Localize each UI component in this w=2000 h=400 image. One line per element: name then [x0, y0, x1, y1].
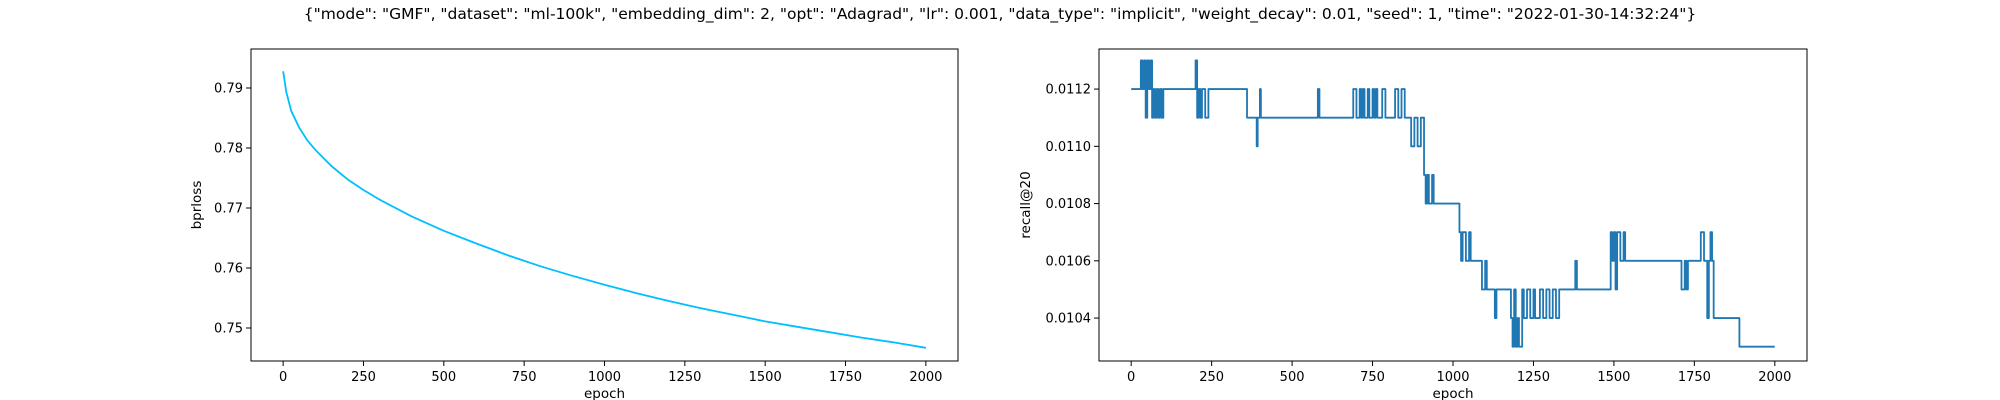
y-tick-label: 0.79: [214, 82, 243, 97]
chart-bprloss: 0 250 500 750 1000 1250 1500 1750 2000 0.75 0.76 0.…: [189, 48, 959, 400]
series-line-0: [282, 71, 927, 349]
x-tick-label: 250: [351, 370, 376, 385]
x-tick-label: 500: [1280, 370, 1305, 385]
x-tick-label: 750: [512, 370, 537, 385]
x-axis-label: epoch: [584, 386, 625, 400]
y-tick-label: 0.0104: [1046, 312, 1092, 327]
x-tick-label: 2000: [909, 370, 942, 385]
x-tick-label: 1500: [1597, 370, 1630, 385]
x-tick-label: 1750: [829, 370, 862, 385]
x-tick-label: 750: [1360, 370, 1385, 385]
x-tick-label: 1250: [668, 370, 701, 385]
x-tick-label: 0: [1127, 370, 1135, 385]
series-line-0: [1131, 59, 1775, 348]
chart-recall: 0 250 500 750 1000 1250 1500 1750 2000 0.0104 0.01…: [1018, 48, 1808, 400]
y-tick-label: 0.78: [214, 142, 243, 157]
y-axis-label: bprloss: [189, 181, 205, 230]
x-tick-label: 0: [279, 370, 287, 385]
x-tick-label: 250: [1199, 370, 1224, 385]
x-tick-label: 1500: [749, 370, 782, 385]
y-tick-label: 0.0112: [1046, 83, 1092, 98]
x-tick-label: 1000: [588, 370, 621, 385]
y-tick-label: 0.76: [214, 262, 243, 277]
y-tick-label: 0.77: [214, 202, 243, 217]
x-tick-label: 1250: [1517, 370, 1550, 385]
y-tick-label: 0.0110: [1046, 140, 1092, 155]
y-axis-label: recall@20: [1018, 171, 1034, 238]
y-tick-label: 0.75: [214, 322, 243, 337]
x-tick-label: 1000: [1436, 370, 1469, 385]
x-tick-label: 2000: [1758, 370, 1791, 385]
x-axis-label: epoch: [1432, 386, 1473, 400]
plot-frame: [250, 48, 959, 362]
x-tick-label: 1750: [1678, 370, 1711, 385]
y-tick-label: 0.0108: [1046, 197, 1092, 212]
y-tick-label: 0.0106: [1046, 254, 1092, 269]
figure-title: {"mode": "GMF", "dataset": "ml-100k", "e…: [304, 5, 1696, 24]
x-tick-label: 500: [431, 370, 456, 385]
